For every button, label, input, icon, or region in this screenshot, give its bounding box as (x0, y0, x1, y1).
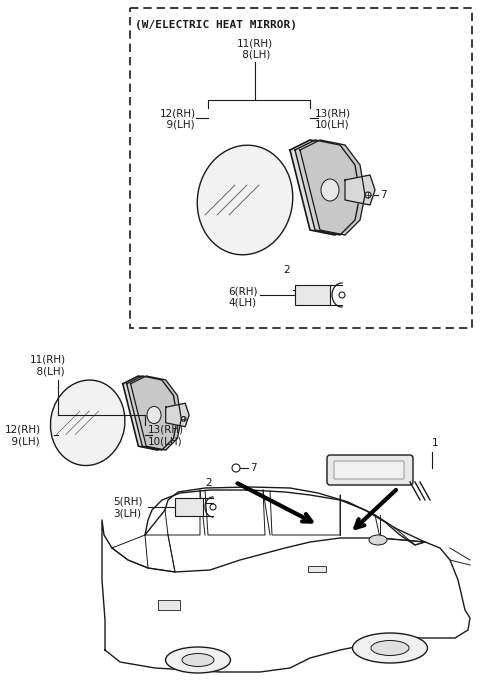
Text: 6(RH)
4(LH): 6(RH) 4(LH) (228, 286, 257, 308)
Ellipse shape (182, 653, 214, 666)
Text: 12(RH)
  9(LH): 12(RH) 9(LH) (5, 425, 41, 447)
Bar (130, 8, 472, 328)
Bar (175, 498, 203, 516)
Polygon shape (345, 175, 375, 205)
Ellipse shape (197, 145, 293, 255)
Text: 13(RH)
10(LH): 13(RH) 10(LH) (148, 425, 184, 447)
Text: (W/ELECTRIC HEAT MIRROR): (W/ELECTRIC HEAT MIRROR) (135, 20, 297, 30)
Text: 13(RH)
10(LH): 13(RH) 10(LH) (315, 108, 351, 130)
Text: 5(RH)
3(LH): 5(RH) 3(LH) (113, 497, 143, 518)
Polygon shape (131, 376, 181, 450)
Polygon shape (123, 376, 173, 450)
Text: 11(RH)
 8(LH): 11(RH) 8(LH) (237, 38, 273, 59)
Text: 1: 1 (432, 438, 439, 448)
Polygon shape (295, 140, 360, 235)
Text: 2: 2 (205, 478, 212, 488)
Polygon shape (127, 376, 178, 450)
Bar (295, 285, 330, 305)
Text: 7: 7 (380, 190, 386, 200)
Text: 11(RH)
  8(LH): 11(RH) 8(LH) (30, 355, 66, 376)
Polygon shape (290, 140, 355, 235)
Text: 2: 2 (283, 265, 290, 275)
Polygon shape (166, 403, 189, 427)
Text: 7: 7 (250, 463, 257, 473)
Ellipse shape (147, 406, 161, 424)
Ellipse shape (321, 179, 339, 201)
Polygon shape (300, 140, 365, 235)
Ellipse shape (352, 633, 428, 663)
Ellipse shape (369, 535, 387, 545)
Bar (158, 600, 180, 610)
FancyBboxPatch shape (334, 461, 404, 479)
FancyBboxPatch shape (327, 455, 413, 485)
Bar (308, 566, 326, 572)
Text: 12(RH)
  9(LH): 12(RH) 9(LH) (160, 108, 196, 130)
Ellipse shape (50, 380, 125, 466)
Ellipse shape (166, 647, 230, 673)
Ellipse shape (371, 640, 409, 655)
